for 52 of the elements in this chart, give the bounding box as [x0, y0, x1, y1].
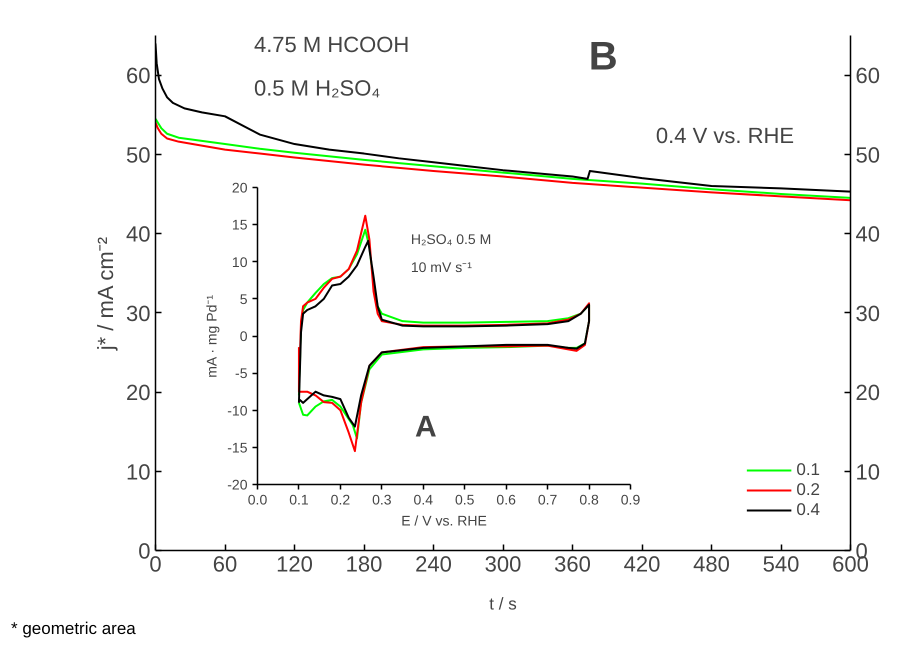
- x-tick-label: 0.7: [538, 492, 558, 508]
- x-tick-label: 0.2: [330, 492, 350, 508]
- x-tick-label: 0.6: [496, 492, 516, 508]
- y-tick-label: 30: [126, 300, 151, 326]
- x-axis-title: E / V vs. RHE: [401, 512, 487, 528]
- x-tick-label: 0.9: [620, 492, 640, 508]
- x-tick-label: 0.1: [289, 492, 309, 508]
- y-tick-label: -5: [235, 365, 248, 382]
- y-tick-label: 40: [126, 222, 151, 247]
- x-tick-label: 0.3: [372, 492, 392, 508]
- y-tick-label: 60: [126, 63, 151, 88]
- y2-tick-label: 30: [856, 300, 880, 326]
- x-tick-label: 360: [554, 552, 591, 576]
- legend-label: 0.1: [796, 460, 820, 480]
- x-tick-label: 240: [415, 552, 452, 576]
- y-tick-label: 10: [232, 254, 248, 270]
- y-tick-label: -10: [227, 402, 248, 418]
- y-tick-label: -20: [227, 476, 248, 492]
- x-tick-label: 180: [346, 552, 382, 576]
- x-tick-label: 0.8: [579, 492, 599, 508]
- y-tick-label: 20: [126, 380, 151, 406]
- annotation: B: [588, 34, 618, 78]
- x-tick-label: 0.4: [414, 492, 434, 508]
- annotation: 4.75 M HCOOH: [254, 32, 410, 57]
- y-tick-label: 50: [126, 142, 151, 168]
- y2-tick-label: 60: [856, 63, 880, 88]
- x-tick-label: 420: [624, 552, 660, 576]
- x-tick-label: 540: [762, 552, 800, 576]
- y-tick-label: 20: [232, 180, 248, 196]
- y-tick-label: -15: [227, 439, 248, 456]
- y2-tick-label: 40: [856, 222, 880, 247]
- text: * geometric area: [11, 618, 136, 640]
- y-tick-label: 15: [232, 216, 248, 233]
- x-tick-label: 300: [484, 552, 522, 576]
- annotation: A: [414, 410, 437, 444]
- annotation: H₂SO₄ 0.5 M: [410, 230, 492, 247]
- x-tick-label: 0.0: [248, 492, 268, 508]
- y2-tick-label: 50: [856, 142, 880, 168]
- x-tick-label: 480: [693, 552, 730, 576]
- y-axis-title: mA · mg Pd⁻¹: [203, 294, 220, 378]
- annotation: 0.5 M H₂SO₄: [254, 75, 380, 100]
- y-tick-label: 10: [126, 459, 151, 484]
- annotation: 0.4 V vs. RHE: [656, 123, 794, 148]
- y2-tick-label: 20: [856, 380, 880, 406]
- x-tick-label: 0.5: [454, 492, 475, 508]
- annotation: 10 mV s⁻¹: [410, 259, 472, 276]
- x-tick-label: 120: [276, 552, 313, 576]
- x-axis-title: t / s: [489, 594, 517, 614]
- y-tick-label: 5: [240, 290, 248, 307]
- y2-tick-label: 10: [856, 459, 880, 484]
- y-axis-title: j* / mA cm⁻²: [93, 236, 118, 352]
- y-tick-label: 0: [240, 328, 248, 344]
